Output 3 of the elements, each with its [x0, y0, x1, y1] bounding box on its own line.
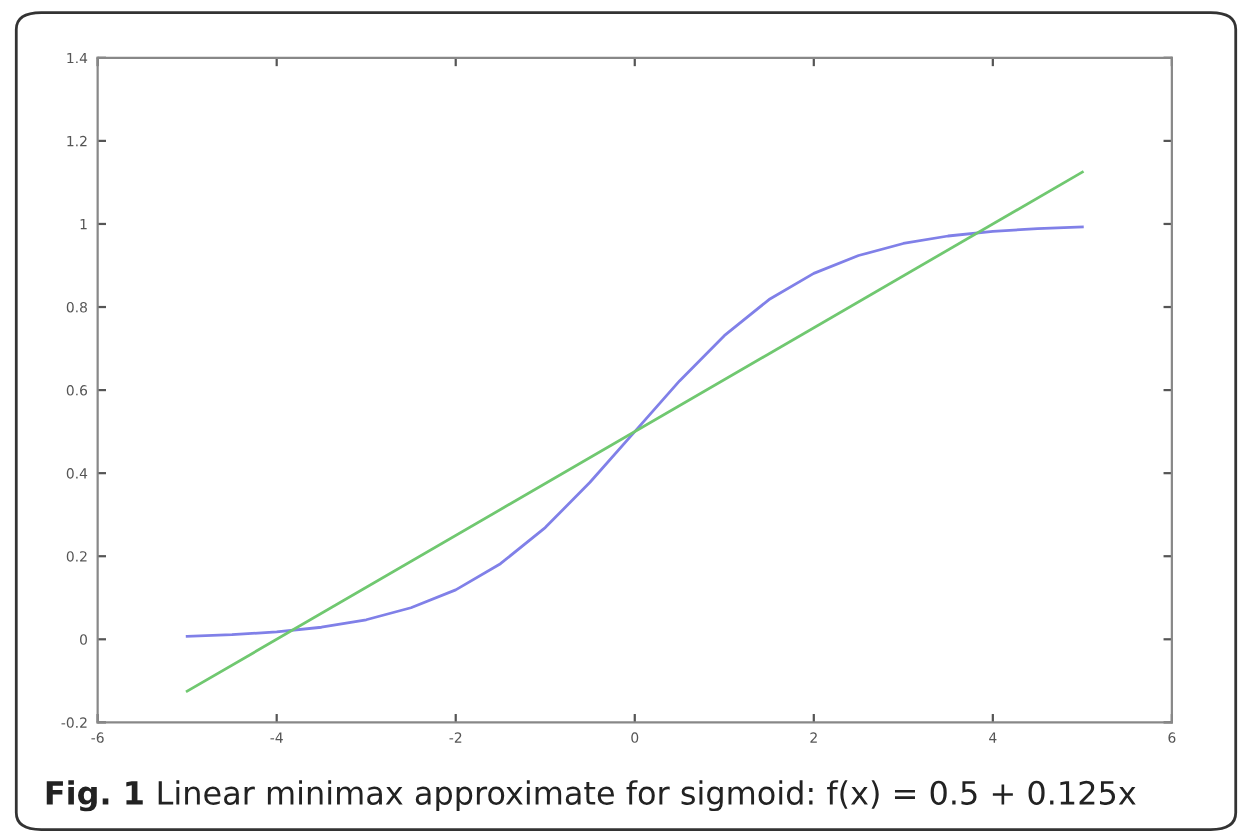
caption: Fig. 1 — [46, 780, 143, 812]
line-series — [185, 225, 1084, 638]
text: Linear minimax approximate for sigmoid: f(x) = 0.5 + 0.125x — [158, 780, 1136, 812]
